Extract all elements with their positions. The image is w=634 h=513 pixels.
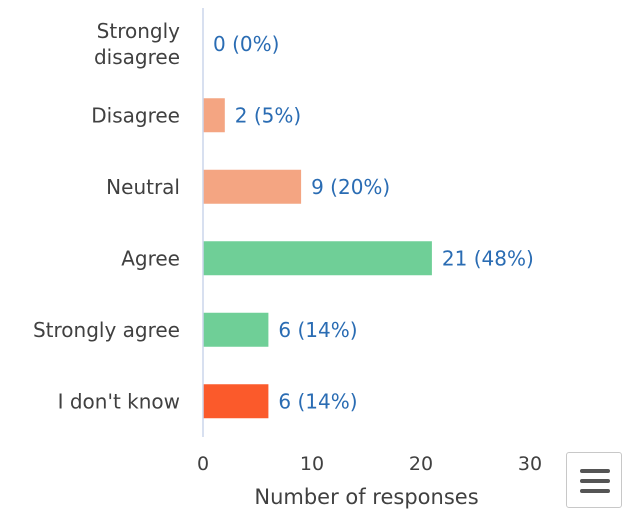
category-label: Disagree xyxy=(91,103,180,127)
bar xyxy=(203,312,269,347)
category-label: disagree xyxy=(94,45,180,69)
x-tick-label: 30 xyxy=(518,453,542,475)
x-tick-label: 0 xyxy=(197,453,209,475)
bar xyxy=(203,98,225,133)
category-label: I don't know xyxy=(58,389,180,413)
bar xyxy=(203,169,302,204)
data-label: 6 (14%) xyxy=(278,389,357,413)
category-label: Strongly xyxy=(97,19,180,43)
chart-menu-button[interactable] xyxy=(566,452,622,508)
data-label: 0 (0%) xyxy=(213,32,279,56)
x-tick-labels: 0 10 20 30 xyxy=(197,453,542,475)
category-label: Strongly agree xyxy=(33,318,180,342)
data-label: 6 (14%) xyxy=(278,318,357,342)
x-tick-label: 20 xyxy=(409,453,433,475)
bar xyxy=(203,384,269,419)
bars-group xyxy=(203,98,432,419)
data-label: 21 (48%) xyxy=(442,246,534,270)
category-label: Neutral xyxy=(106,175,180,199)
data-labels: 0 (0%) 2 (5%) 9 (20%) 21 (48%) 6 (14%) 6 (14%… xyxy=(213,32,534,414)
bar xyxy=(203,241,432,276)
x-axis-title: Number of responses xyxy=(254,485,478,509)
data-label: 2 (5%) xyxy=(235,103,301,127)
x-tick-label: 10 xyxy=(300,453,324,475)
data-label: 9 (20%) xyxy=(311,175,390,199)
category-label: Agree xyxy=(121,246,180,270)
